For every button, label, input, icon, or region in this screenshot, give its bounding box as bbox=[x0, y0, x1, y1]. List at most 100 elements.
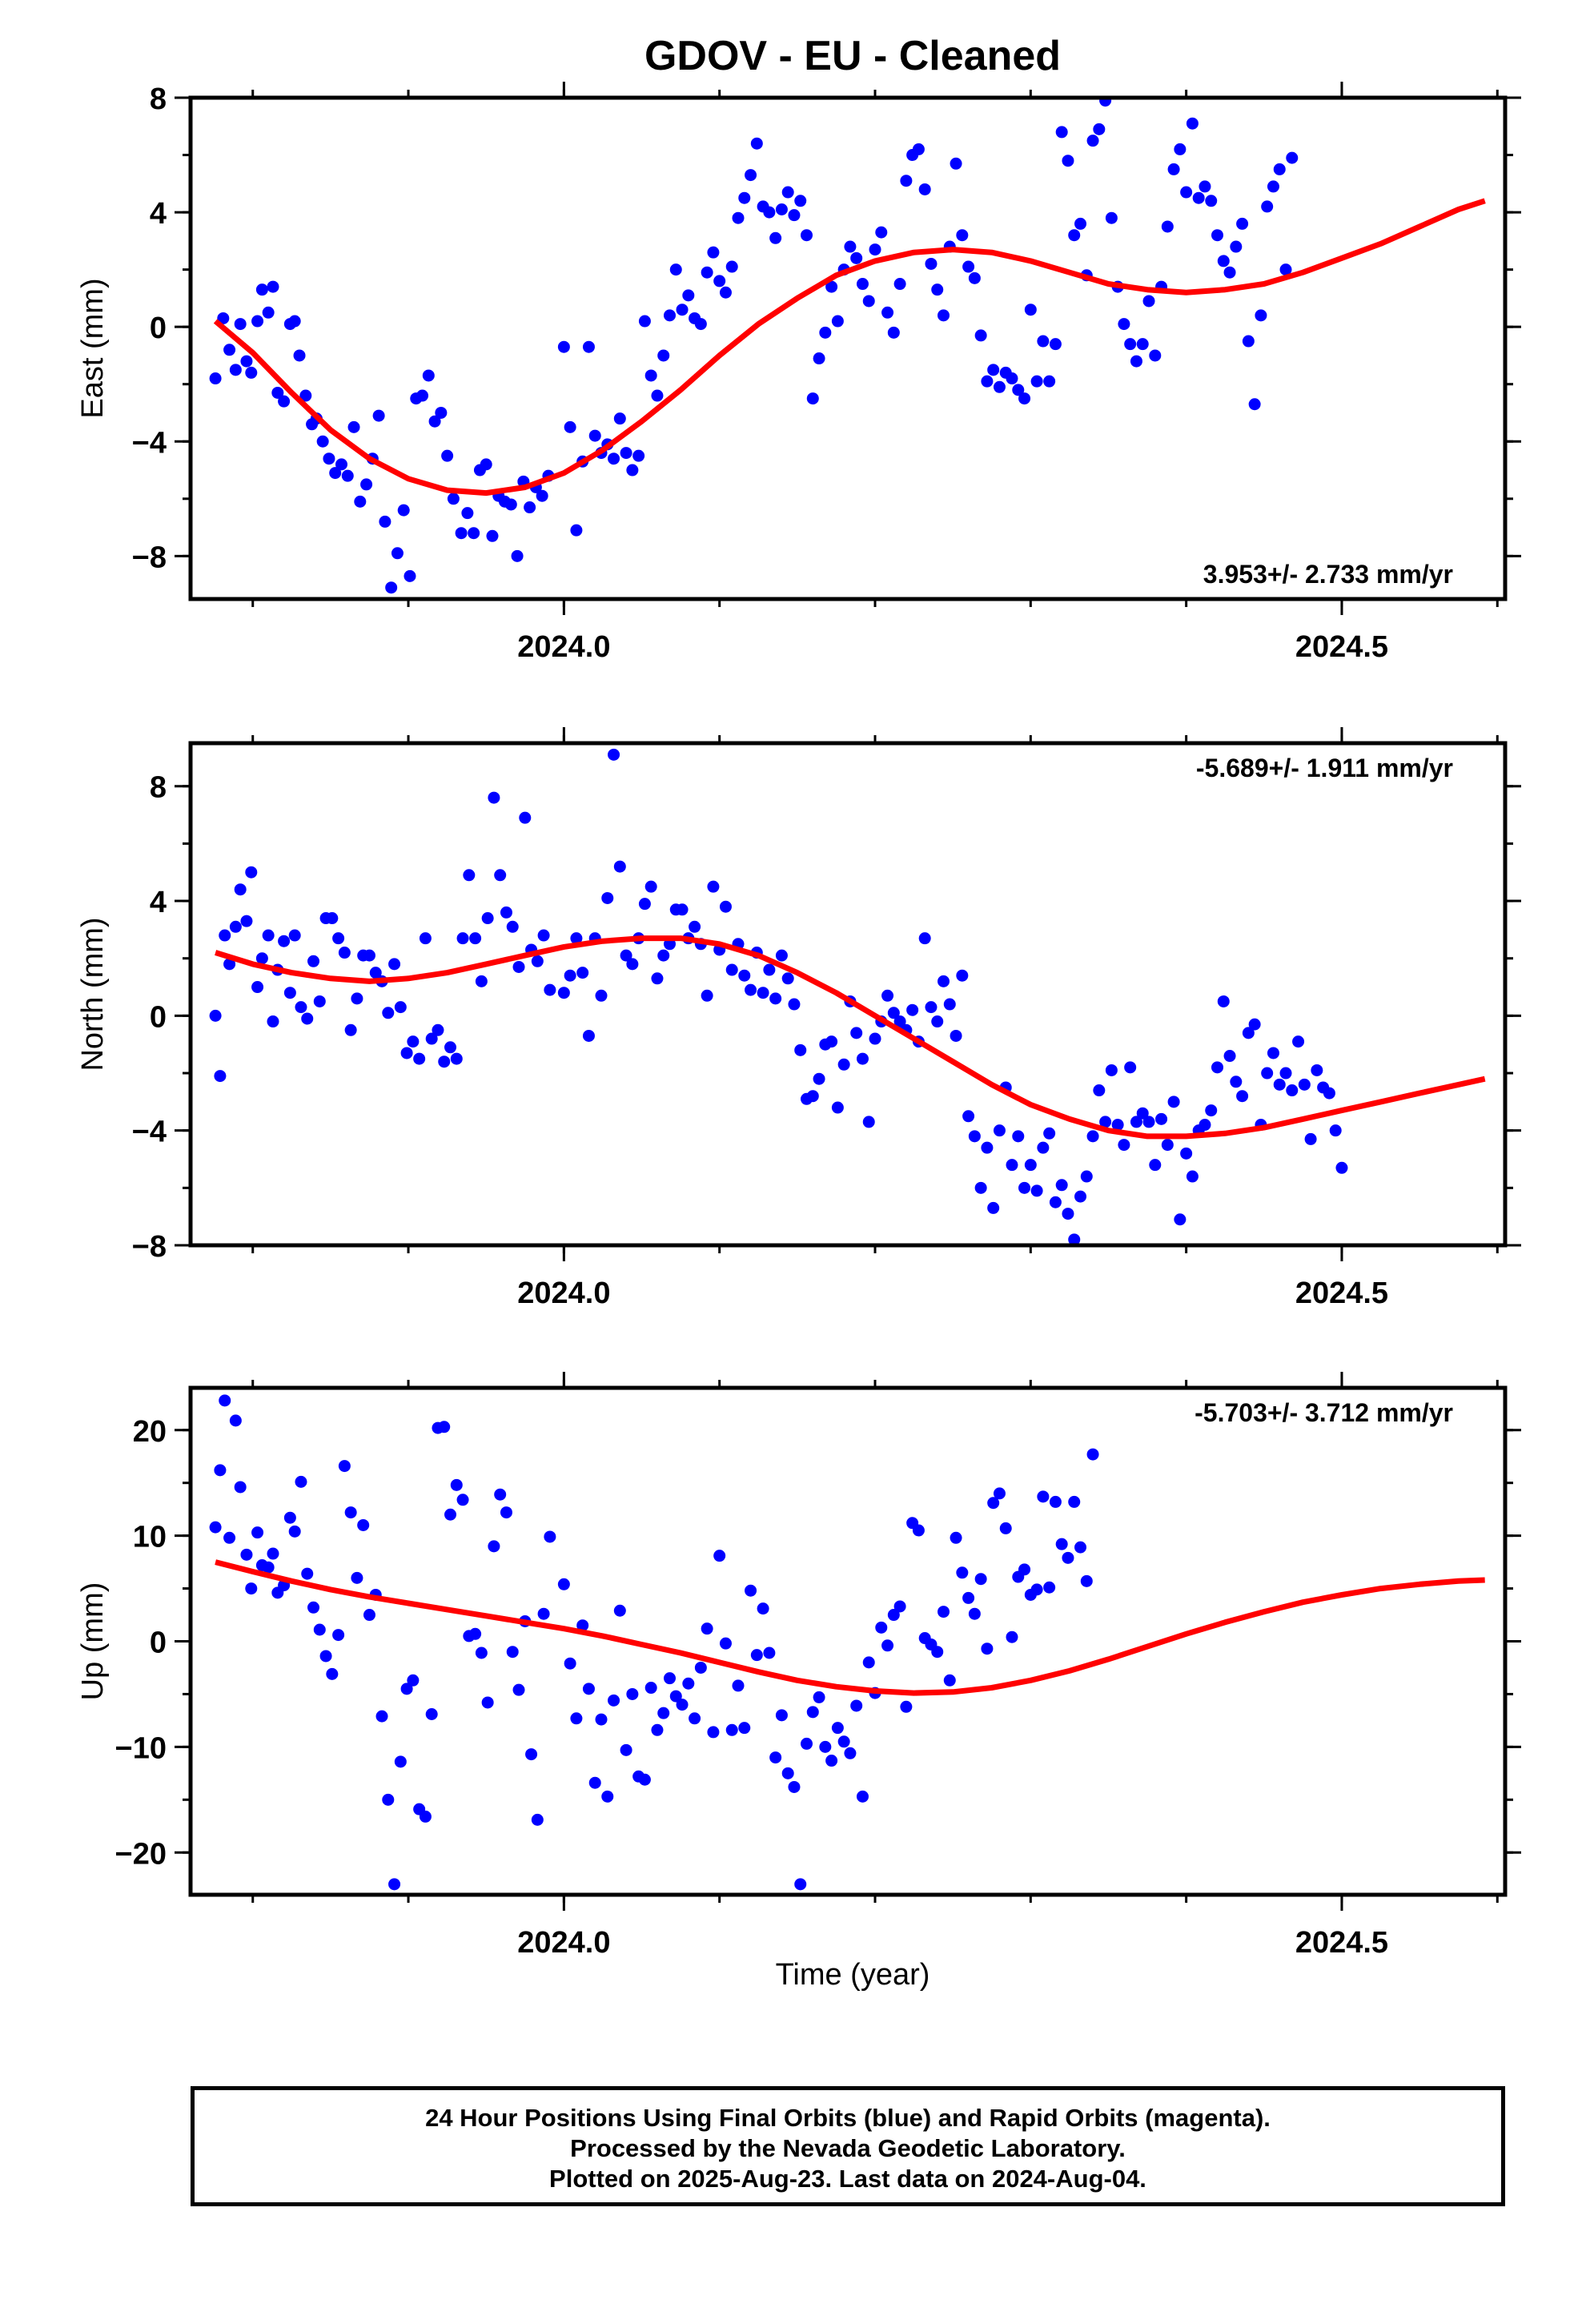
north-data-point bbox=[950, 1029, 962, 1042]
north-data-point bbox=[987, 1201, 1000, 1214]
north-data-point bbox=[968, 1130, 981, 1143]
east-data-point bbox=[993, 380, 1006, 393]
north-data-point bbox=[974, 1181, 987, 1194]
north-fit-curve bbox=[215, 935, 1486, 1140]
east-data-point bbox=[1261, 200, 1274, 213]
north-data-point bbox=[831, 1101, 844, 1114]
north-data-point bbox=[1043, 1127, 1056, 1140]
up-data-point bbox=[613, 1604, 626, 1617]
up-data-point bbox=[644, 1682, 657, 1695]
east-data-point bbox=[428, 415, 441, 428]
east-data-point bbox=[1012, 384, 1025, 396]
north-data-point bbox=[1186, 1170, 1199, 1183]
up-data-point bbox=[267, 1547, 279, 1560]
up-data-point bbox=[825, 1755, 838, 1767]
up-data-point bbox=[950, 1531, 962, 1544]
north-data-point bbox=[519, 811, 532, 824]
east-data-point bbox=[299, 389, 312, 402]
east-data-point bbox=[931, 283, 944, 296]
up-data-point bbox=[694, 1661, 707, 1674]
north-data-point bbox=[1279, 1067, 1292, 1080]
east-data-point bbox=[316, 435, 329, 448]
north-data-point bbox=[781, 972, 794, 985]
east-data-point bbox=[763, 206, 776, 219]
north-data-point bbox=[1062, 1208, 1074, 1220]
north-data-point bbox=[338, 947, 351, 959]
up-data-point bbox=[564, 1657, 576, 1670]
north-data-point bbox=[438, 1055, 451, 1068]
up-data-point bbox=[676, 1699, 689, 1711]
north-data-point bbox=[388, 958, 401, 971]
north-data-point bbox=[1261, 1067, 1274, 1080]
north-x-tick-label: 2024.0 bbox=[517, 1277, 610, 1310]
up-data-point bbox=[234, 1481, 247, 1494]
up-data-point bbox=[525, 1748, 538, 1761]
up-data-point bbox=[388, 1878, 401, 1891]
up-data-point bbox=[582, 1683, 595, 1695]
up-data-point bbox=[981, 1642, 994, 1655]
east-data-point bbox=[1030, 375, 1043, 388]
up-data-point bbox=[1049, 1495, 1062, 1508]
north-data-point bbox=[918, 932, 931, 945]
north-data-point bbox=[719, 900, 732, 913]
up-data-point bbox=[620, 1743, 632, 1756]
north-data-point bbox=[813, 1072, 825, 1085]
up-data-point bbox=[375, 1710, 388, 1723]
north-data-point bbox=[494, 869, 507, 882]
east-data-point bbox=[1074, 217, 1087, 230]
east-data-point bbox=[1093, 123, 1106, 135]
up-data-point bbox=[229, 1414, 242, 1427]
east-data-point bbox=[1062, 155, 1074, 167]
east-data-point bbox=[950, 157, 962, 170]
up-data-point bbox=[419, 1810, 432, 1823]
east-data-point bbox=[588, 429, 601, 442]
up-data-point bbox=[794, 1878, 807, 1891]
east-data-point bbox=[1086, 135, 1099, 147]
up-data-point bbox=[531, 1813, 544, 1826]
up-data-point bbox=[382, 1793, 395, 1806]
north-data-point bbox=[981, 1141, 994, 1154]
up-data-point bbox=[295, 1475, 307, 1488]
up-data-point bbox=[301, 1567, 314, 1580]
up-y-tick-label: 10 bbox=[133, 1521, 167, 1554]
east-data-point bbox=[347, 420, 360, 433]
north-data-point bbox=[1074, 1190, 1087, 1203]
up-data-point bbox=[475, 1647, 488, 1659]
east-fit-curve bbox=[213, 198, 1486, 497]
east-data-point bbox=[900, 175, 913, 187]
east-data-point bbox=[1230, 240, 1243, 253]
up-data-point bbox=[1080, 1574, 1093, 1587]
north-data-point bbox=[1211, 1061, 1224, 1074]
east-data-point bbox=[379, 515, 391, 528]
footer-line-2: Processed by the Nevada Geodetic Laborat… bbox=[570, 2134, 1126, 2162]
up-points bbox=[209, 1394, 1099, 1891]
up-data-point bbox=[219, 1394, 231, 1407]
north-y-tick-label: 0 bbox=[150, 1000, 167, 1034]
east-data-point bbox=[938, 309, 950, 322]
up-data-point bbox=[576, 1619, 589, 1632]
up-data-point bbox=[357, 1518, 370, 1531]
north-data-point bbox=[463, 869, 476, 882]
up-data-point bbox=[657, 1707, 670, 1719]
east-data-point bbox=[1236, 217, 1249, 230]
up-x-tick-label: 2024.0 bbox=[517, 1926, 610, 1960]
up-data-point bbox=[1043, 1581, 1056, 1594]
north-data-point bbox=[255, 952, 268, 965]
north-data-point bbox=[1329, 1124, 1342, 1137]
north-data-point bbox=[1024, 1159, 1037, 1172]
north-data-point bbox=[288, 929, 301, 942]
north-data-point bbox=[1124, 1061, 1137, 1074]
up-data-point bbox=[344, 1506, 357, 1519]
east-data-point bbox=[750, 137, 763, 150]
up-data-point bbox=[781, 1767, 794, 1779]
up-data-point bbox=[1055, 1538, 1068, 1550]
up-data-point bbox=[831, 1722, 844, 1735]
east-data-point bbox=[781, 186, 794, 199]
north-data-point bbox=[229, 920, 242, 933]
x-axis-label: Time (year) bbox=[775, 1958, 930, 1992]
north-data-point bbox=[689, 920, 701, 933]
north-data-point bbox=[608, 748, 620, 761]
north-data-point bbox=[219, 929, 231, 942]
up-data-point bbox=[245, 1582, 258, 1595]
